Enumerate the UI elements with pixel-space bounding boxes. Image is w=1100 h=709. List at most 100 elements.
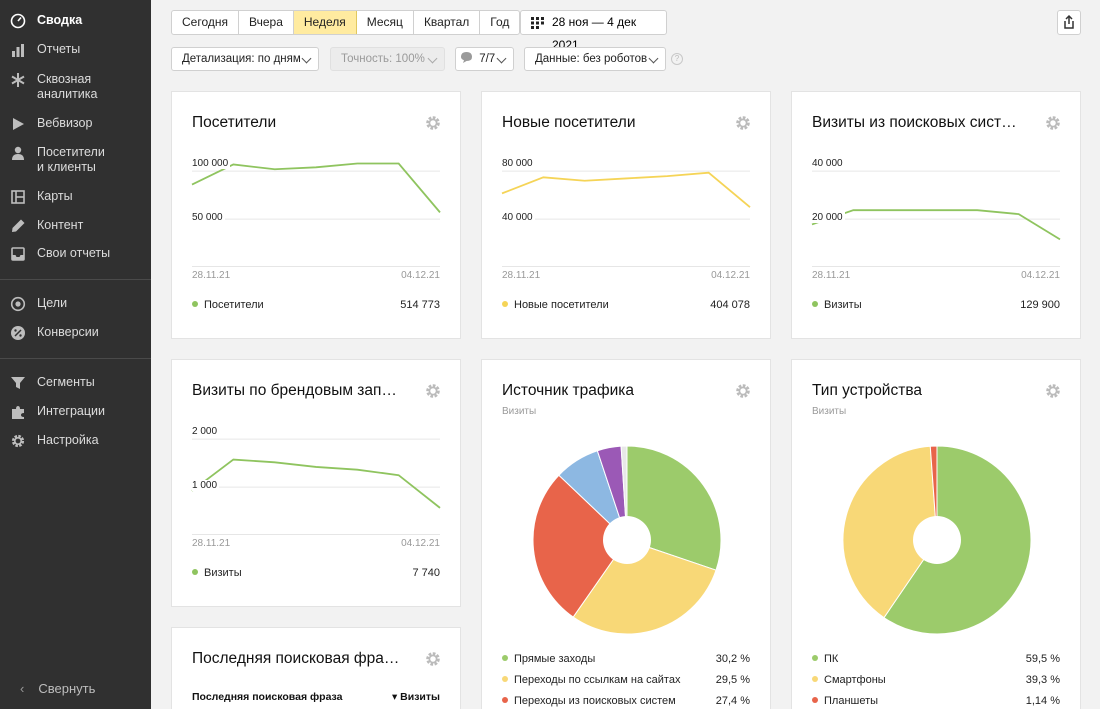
pie-slice[interactable] bbox=[572, 539, 717, 635]
widget-title: Источник трафика bbox=[502, 382, 634, 399]
inbox-icon bbox=[11, 247, 25, 261]
accuracy-dropdown[interactable]: Точность: 100% bbox=[330, 47, 445, 71]
widget-title: Визиты по брендовым зап… bbox=[192, 382, 397, 399]
widget-title: Новые посетители bbox=[502, 114, 636, 131]
pie-center-hole bbox=[913, 516, 961, 564]
legend-label: ПК bbox=[824, 653, 839, 665]
detail-dropdown[interactable]: Детализация: по дням bbox=[171, 47, 319, 71]
widget-new-visitors: Новые посетители 80 000 40 000 28.11.21 … bbox=[481, 91, 771, 339]
sidebar-divider bbox=[0, 358, 151, 359]
help-icon[interactable]: ? bbox=[671, 53, 683, 65]
legend-dot bbox=[192, 301, 198, 307]
gear-icon[interactable] bbox=[424, 382, 442, 400]
legend-dot bbox=[812, 676, 818, 682]
chevron-down-icon bbox=[496, 53, 507, 64]
x-tick-label: 28.11.21 bbox=[502, 270, 541, 281]
legend-total: 404 078 bbox=[710, 299, 750, 311]
legend-dot bbox=[812, 697, 818, 703]
line-chart: 80 000 40 000 bbox=[501, 152, 751, 282]
widget-subtitle: Визиты bbox=[812, 406, 847, 417]
table-header: Последняя поисковая фраза ▾ Визиты bbox=[192, 691, 440, 703]
widget-brand-visits: Визиты по брендовым зап… 2 000 1 000 28.… bbox=[171, 359, 461, 607]
collapse-sidebar-button[interactable]: ‹ Свернуть bbox=[20, 681, 95, 696]
x-tick-label: 28.11.21 bbox=[812, 270, 851, 281]
widget-title: Тип устройства bbox=[812, 382, 922, 399]
y-tick-label: 2 000 bbox=[192, 426, 220, 437]
sidebar-item-label: Посетители и клиенты bbox=[37, 145, 105, 174]
map-icon bbox=[11, 190, 25, 204]
pencil-icon bbox=[12, 219, 25, 232]
line-chart-plot bbox=[811, 170, 1061, 267]
sidebar-item-label: Карты bbox=[37, 189, 73, 203]
legend-total: 514 773 bbox=[400, 299, 440, 311]
widget-title: Последняя поисковая фра… bbox=[192, 650, 400, 667]
legend-row: Визиты 7 740 bbox=[192, 567, 440, 579]
x-tick-label: 28.11.21 bbox=[192, 270, 231, 281]
percent-icon bbox=[11, 326, 25, 340]
legend-dot bbox=[502, 655, 508, 661]
legend-label: Визиты bbox=[204, 567, 242, 579]
legend-value: 29,5 % bbox=[715, 674, 750, 686]
gear-icon[interactable] bbox=[734, 382, 752, 400]
legend-value: 27,4 % bbox=[715, 695, 750, 707]
data-filter-dropdown[interactable]: Данные: без роботов bbox=[524, 47, 666, 71]
sidebar-item-label: Сводка bbox=[37, 13, 83, 27]
legend-label: Новые посетители bbox=[514, 299, 609, 311]
legend-value: 39,3 % bbox=[1025, 674, 1060, 686]
legend-row: Прямые заходы 30,2 % bbox=[502, 653, 750, 665]
widget-search-visits: Визиты из поисковых сист… 40 000 20 000 … bbox=[791, 91, 1081, 339]
period-week-button[interactable]: Неделя bbox=[293, 11, 357, 34]
pie-chart bbox=[842, 445, 1032, 635]
line-chart: 40 000 20 000 bbox=[811, 152, 1061, 282]
date-range-picker[interactable]: 28 ноя — 4 дек 2021 bbox=[520, 10, 667, 52]
period-month-button[interactable]: Месяц bbox=[357, 11, 414, 34]
column-header-phrase[interactable]: Последняя поисковая фраза bbox=[192, 691, 343, 703]
y-tick-label: 40 000 bbox=[812, 158, 845, 169]
period-today-button[interactable]: Сегодня bbox=[172, 11, 239, 34]
sidebar-item-label: Цели bbox=[37, 296, 68, 310]
legend-label: Смартфоны bbox=[824, 674, 886, 686]
gear-icon[interactable] bbox=[424, 114, 442, 132]
collapse-label: Свернуть bbox=[38, 681, 96, 696]
gear-icon[interactable] bbox=[734, 114, 752, 132]
line-chart-plot bbox=[191, 438, 441, 535]
widget-subtitle: Визиты bbox=[502, 406, 537, 417]
sidebar-item-label: Настройка bbox=[37, 433, 99, 447]
attribution-dropdown[interactable]: 7/7 bbox=[455, 47, 514, 71]
y-tick-label: 80 000 bbox=[502, 158, 535, 169]
gear-icon[interactable] bbox=[1044, 114, 1062, 132]
asterisk-flow-icon bbox=[11, 73, 25, 87]
legend-value: 1,14 % bbox=[1025, 695, 1060, 707]
legend-label: Переходы из поисковых систем bbox=[514, 695, 676, 707]
legend-dot bbox=[502, 676, 508, 682]
attribution-dropdown-label: 7/7 bbox=[479, 53, 496, 65]
x-tick-label: 28.11.21 bbox=[192, 538, 231, 549]
gear-icon[interactable] bbox=[1044, 382, 1062, 400]
legend-row: Переходы из поисковых систем 27,4 % bbox=[502, 695, 750, 707]
widget-traffic-source: Источник трафика Визиты Прямые заходы 30,… bbox=[481, 359, 771, 709]
legend-row: Смартфоны 39,3 % bbox=[812, 674, 1060, 686]
gear-icon[interactable] bbox=[424, 650, 442, 668]
series-line bbox=[191, 458, 441, 509]
y-tick-label: 40 000 bbox=[502, 212, 535, 223]
pie-slice[interactable] bbox=[532, 474, 628, 618]
sidebar-item-label: Конверсии bbox=[37, 325, 99, 339]
legend-value: 59,5 % bbox=[1025, 653, 1060, 665]
export-button[interactable] bbox=[1057, 10, 1081, 35]
legend-label: Планшеты bbox=[824, 695, 879, 707]
legend-row: Посетители 514 773 bbox=[192, 299, 440, 311]
pie-chart bbox=[532, 445, 722, 635]
column-header-visits[interactable]: ▾ Визиты bbox=[391, 691, 440, 703]
chevron-left-icon: ‹ bbox=[20, 681, 25, 696]
period-quarter-button[interactable]: Квартал bbox=[414, 11, 481, 34]
period-year-button[interactable]: Год bbox=[490, 15, 510, 29]
widget-device-type: Тип устройства Визиты ПК 59,5 % Смартфоны… bbox=[791, 359, 1081, 709]
widget-last-search-phrase: Последняя поисковая фра… Последняя поиск… bbox=[171, 627, 461, 709]
pie-slice[interactable] bbox=[842, 445, 938, 619]
dashboard-gauge-icon bbox=[10, 13, 26, 29]
chevron-down-icon bbox=[648, 53, 659, 64]
funnel-icon bbox=[11, 377, 25, 389]
sidebar-item-label: Интеграции bbox=[37, 404, 106, 418]
period-yesterday-button[interactable]: Вчера bbox=[239, 11, 294, 34]
sidebar-item-label: Контент bbox=[37, 218, 84, 232]
